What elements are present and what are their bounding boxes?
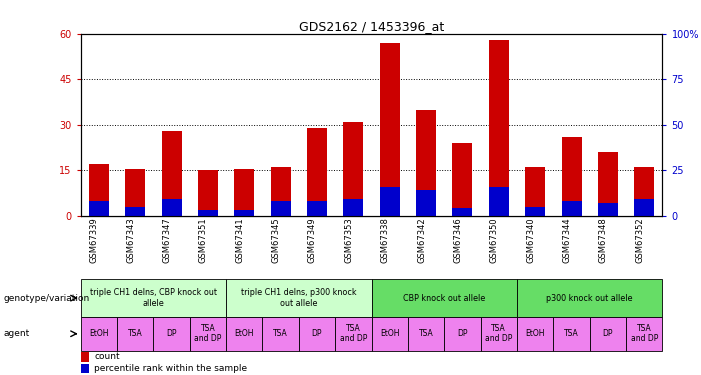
Bar — [190, 317, 226, 351]
Bar — [125, 207, 145, 216]
Bar — [271, 201, 291, 216]
Text: GSM67340: GSM67340 — [526, 217, 535, 262]
Text: GSM67342: GSM67342 — [417, 217, 426, 262]
Bar — [226, 317, 262, 351]
Bar — [161, 199, 182, 216]
Text: GSM67349: GSM67349 — [308, 217, 317, 262]
Text: EtOH: EtOH — [235, 329, 254, 338]
Bar — [335, 317, 372, 351]
Text: DP: DP — [603, 329, 613, 338]
Text: TSA
and DP: TSA and DP — [485, 324, 512, 344]
Bar — [444, 317, 481, 351]
Bar — [89, 201, 109, 216]
Text: percentile rank within the sample: percentile rank within the sample — [94, 364, 247, 373]
Bar — [525, 207, 545, 216]
Text: TSA: TSA — [418, 329, 433, 338]
Bar — [198, 210, 218, 216]
Bar — [234, 210, 254, 216]
Text: GSM67339: GSM67339 — [90, 217, 99, 262]
Bar — [89, 164, 109, 216]
Text: EtOH: EtOH — [380, 329, 400, 338]
Bar — [161, 131, 182, 216]
Bar — [380, 186, 400, 216]
Text: p300 knock out allele: p300 knock out allele — [547, 294, 633, 303]
Bar — [372, 279, 517, 317]
Bar — [81, 352, 89, 362]
Text: genotype/variation: genotype/variation — [4, 294, 90, 303]
Text: GSM67351: GSM67351 — [199, 217, 208, 262]
Bar — [307, 201, 327, 216]
Text: GSM67338: GSM67338 — [381, 217, 390, 263]
Title: GDS2162 / 1453396_at: GDS2162 / 1453396_at — [299, 20, 444, 33]
Text: TSA
and DP: TSA and DP — [194, 324, 222, 344]
Bar — [517, 279, 662, 317]
Bar — [408, 317, 444, 351]
Bar — [117, 317, 154, 351]
Bar — [307, 128, 327, 216]
Text: TSA
and DP: TSA and DP — [340, 324, 367, 344]
Text: GSM67352: GSM67352 — [635, 217, 644, 262]
Bar — [81, 279, 226, 317]
Bar — [634, 167, 654, 216]
Text: TSA: TSA — [273, 329, 288, 338]
Bar — [416, 110, 436, 216]
Text: EtOH: EtOH — [89, 329, 109, 338]
Text: agent: agent — [4, 329, 29, 338]
Bar — [598, 203, 618, 216]
Bar — [562, 201, 582, 216]
Bar — [343, 122, 363, 216]
Bar — [481, 317, 517, 351]
Text: GSM67348: GSM67348 — [599, 217, 608, 262]
Bar — [81, 364, 89, 373]
Text: GSM67343: GSM67343 — [126, 217, 135, 262]
Bar — [154, 317, 190, 351]
Text: GSM67347: GSM67347 — [163, 217, 172, 262]
Bar — [343, 199, 363, 216]
Text: triple CH1 delns, CBP knock out
allele: triple CH1 delns, CBP knock out allele — [90, 288, 217, 308]
Bar — [81, 317, 117, 351]
Bar — [452, 143, 472, 216]
Text: GSM67344: GSM67344 — [562, 217, 571, 262]
Bar — [198, 170, 218, 216]
Text: DP: DP — [312, 329, 322, 338]
Text: GSM67353: GSM67353 — [344, 217, 353, 262]
Text: TSA: TSA — [564, 329, 579, 338]
Text: TSA: TSA — [128, 329, 142, 338]
Bar — [234, 169, 254, 216]
Bar — [226, 279, 372, 317]
Bar — [590, 317, 626, 351]
Bar — [372, 317, 408, 351]
Bar — [626, 317, 662, 351]
Text: GSM67350: GSM67350 — [490, 217, 499, 262]
Bar — [271, 167, 291, 216]
Bar — [553, 317, 590, 351]
Text: count: count — [94, 352, 120, 362]
Text: TSA
and DP: TSA and DP — [631, 324, 658, 344]
Text: DP: DP — [166, 329, 177, 338]
Bar — [299, 317, 335, 351]
Bar — [380, 43, 400, 216]
Bar — [262, 317, 299, 351]
Bar — [125, 169, 145, 216]
Bar — [525, 167, 545, 216]
Text: triple CH1 delns, p300 knock
out allele: triple CH1 delns, p300 knock out allele — [241, 288, 357, 308]
Bar — [517, 317, 553, 351]
Text: GSM67345: GSM67345 — [271, 217, 280, 262]
Bar — [489, 40, 509, 216]
Bar — [598, 152, 618, 216]
Text: CBP knock out allele: CBP knock out allele — [403, 294, 485, 303]
Bar — [416, 190, 436, 216]
Text: GSM67341: GSM67341 — [236, 217, 244, 262]
Text: DP: DP — [457, 329, 468, 338]
Bar — [489, 186, 509, 216]
Bar — [452, 209, 472, 216]
Text: EtOH: EtOH — [526, 329, 545, 338]
Bar — [562, 137, 582, 216]
Text: GSM67346: GSM67346 — [454, 217, 463, 262]
Bar — [634, 199, 654, 216]
